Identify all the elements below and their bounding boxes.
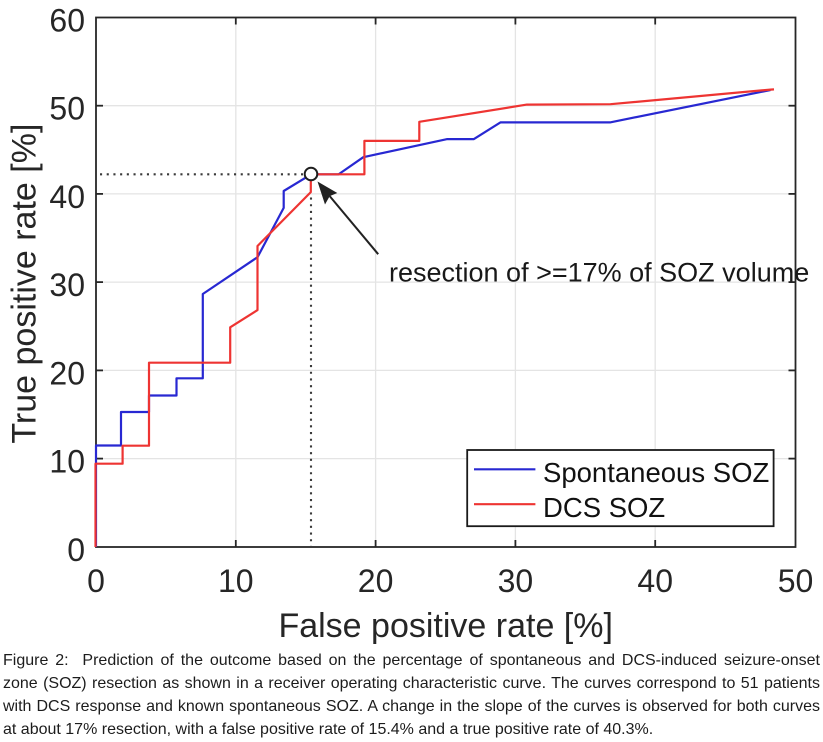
svg-text:10: 10 (49, 444, 85, 480)
svg-text:60: 60 (49, 3, 85, 39)
svg-text:30: 30 (49, 267, 85, 303)
svg-text:20: 20 (49, 355, 85, 391)
svg-text:False positive rate [%]: False positive rate [%] (278, 607, 612, 645)
svg-text:0: 0 (87, 563, 105, 599)
svg-text:resection of >=17% of SOZ volu: resection of >=17% of SOZ volume (389, 258, 809, 288)
svg-text:50: 50 (778, 563, 814, 599)
svg-text:10: 10 (218, 563, 254, 599)
svg-text:50: 50 (49, 91, 85, 127)
svg-text:DCS SOZ: DCS SOZ (543, 492, 665, 523)
svg-text:Spontaneous SOZ: Spontaneous SOZ (543, 457, 769, 488)
svg-text:20: 20 (358, 563, 394, 599)
svg-text:30: 30 (498, 563, 534, 599)
svg-text:40: 40 (637, 563, 673, 599)
svg-text:True positive rate [%]: True positive rate [%] (6, 124, 44, 444)
svg-text:0: 0 (67, 532, 85, 568)
svg-text:40: 40 (49, 179, 85, 215)
